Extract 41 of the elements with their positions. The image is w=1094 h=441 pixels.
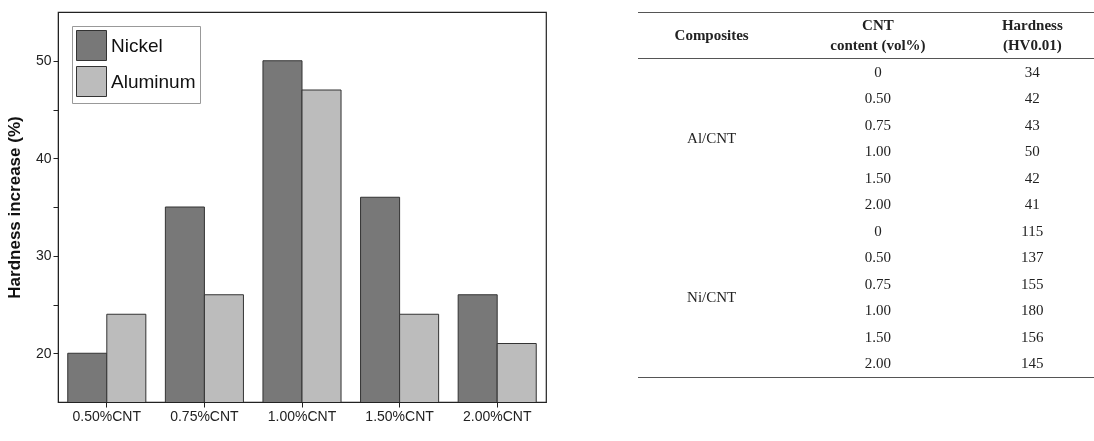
x-tick-label: 2.00%CNT: [462, 407, 532, 424]
text: 1.50: [864, 328, 892, 345]
text: 43: [1024, 116, 1040, 133]
text: 0.50: [864, 90, 892, 107]
x-tick-label: 0.50%CNT: [72, 407, 142, 424]
y-tick-label: 50: [35, 52, 52, 69]
category-label: Composites: [638, 12, 786, 59]
text: 156: [1021, 328, 1044, 345]
category-label: Hardness (HV0.01): [970, 12, 1094, 59]
text: Al/CNT: [687, 130, 737, 146]
text: 50: [1024, 143, 1040, 160]
text: 1.00: [864, 143, 892, 160]
text: 137: [1021, 249, 1044, 266]
text: 1.50: [864, 169, 892, 186]
text: 41: [1024, 196, 1040, 213]
text: 34: [1024, 63, 1040, 80]
text: 0: [874, 222, 882, 239]
y-axis-title: Hardness increase (%): [4, 116, 24, 299]
text: 155: [1021, 275, 1044, 292]
y-tick-label: 40: [35, 149, 52, 166]
legend-label: Aluminum: [111, 70, 196, 92]
category-label: CNT content (vol%): [785, 12, 971, 59]
y-tick-label: 20: [35, 344, 52, 361]
x-tick-label: 0.75%CNT: [170, 407, 240, 424]
x-tick-label: 1.00%CNT: [267, 407, 337, 424]
text: 0.75: [864, 275, 892, 292]
x-tick-label: 1.50%CNT: [365, 407, 435, 424]
text: 42: [1024, 90, 1040, 107]
y-tick-label: 30: [35, 247, 52, 264]
text: 2.00: [864, 355, 892, 372]
text: 0.75: [864, 116, 892, 133]
text: 180: [1021, 302, 1044, 319]
text: 145: [1021, 355, 1044, 372]
text: Ni/CNT: [687, 289, 737, 305]
legend-label: Nickel: [111, 34, 163, 56]
text: 2.00: [864, 196, 892, 213]
text: 42: [1024, 169, 1040, 186]
text: 115: [1021, 222, 1044, 239]
text: 1.00: [864, 302, 892, 319]
text: 0.50: [864, 249, 892, 266]
text: 0: [874, 63, 882, 80]
